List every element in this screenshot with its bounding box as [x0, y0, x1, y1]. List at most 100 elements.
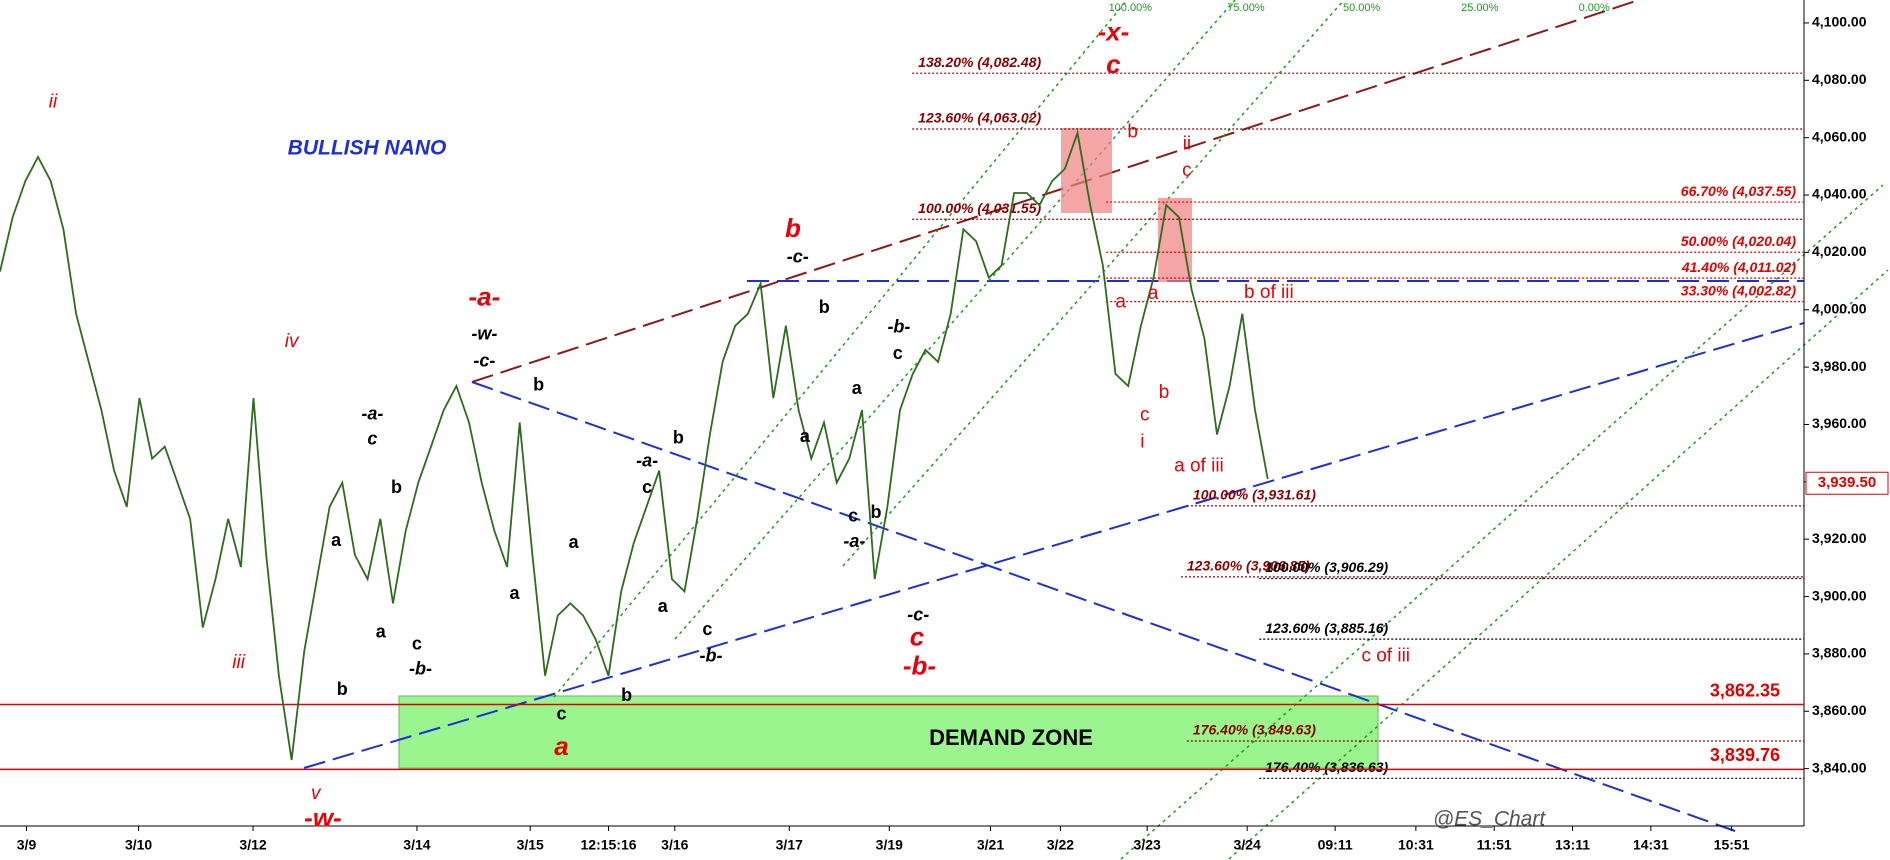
wave-label: a	[376, 621, 387, 641]
reversal-box	[1158, 198, 1192, 282]
wave-label: iii	[232, 652, 245, 673]
x-tick-label: 12:15:16	[581, 837, 637, 853]
wave-label: -c-	[473, 350, 495, 370]
wave-label: b	[533, 374, 544, 394]
x-tick-label: 3/22	[1047, 837, 1074, 853]
x-tick-label: 3/24	[1234, 837, 1261, 853]
x-tick-label: 10:31	[1398, 837, 1434, 853]
channel-label: 0.00%	[1579, 2, 1610, 14]
y-tick-label: 4,080.00	[1812, 71, 1867, 87]
x-tick-label: 13:11	[1555, 837, 1590, 853]
wave-label: c of iii	[1361, 646, 1410, 667]
x-tick-label: 3/19	[876, 837, 903, 853]
wave-label: a	[569, 532, 580, 552]
wave-label: a	[800, 426, 811, 446]
wave-label: c	[412, 633, 422, 653]
wave-label: -a-	[361, 403, 383, 423]
y-tick-label: 3,920.00	[1812, 530, 1867, 546]
level-label: 138.20% (4,082.48)	[918, 54, 1041, 70]
x-tick-label: 3/16	[661, 837, 688, 853]
wave-label: -a-	[843, 531, 865, 551]
level-label: 123.60% (3,906.85)	[1187, 558, 1310, 574]
channel-lines	[553, 0, 1889, 860]
wave-label: -c-	[907, 605, 929, 625]
y-tick-label: 4,060.00	[1812, 128, 1867, 144]
wave-label: c	[910, 622, 925, 652]
y-tick-label: 3,840.00	[1812, 759, 1867, 775]
y-tick-label: 4,000.00	[1812, 300, 1867, 316]
wave-label: a	[658, 596, 669, 616]
level-label: 50.00% (4,020.04)	[1681, 233, 1797, 249]
price-marker	[1805, 471, 1889, 495]
wave-label: -b-	[699, 645, 722, 665]
level-label: 123.60% (3,885.16)	[1265, 620, 1388, 636]
reversal-box	[1061, 128, 1112, 213]
level-label: 100.00% (3,931.61)	[1193, 487, 1316, 503]
wave-label: a of iii	[1174, 455, 1224, 476]
channel-line	[1228, 269, 1889, 860]
wave-label: c	[848, 506, 858, 526]
price-marker-label: 3,939.50	[1818, 474, 1876, 491]
wave-label: a	[852, 378, 863, 398]
wave-label: ii	[49, 91, 58, 112]
wave-label: v	[311, 783, 322, 804]
wave-label: a	[554, 731, 568, 761]
wave-label: iv	[285, 331, 300, 352]
channel-label: 100.00%	[1109, 2, 1153, 14]
y-tick-label: 3,880.00	[1812, 645, 1867, 661]
wave-label: c	[367, 429, 377, 449]
wave-label: a	[1115, 291, 1126, 312]
wave-label: b	[785, 213, 801, 243]
y-tick-label: 4,100.00	[1812, 14, 1867, 30]
level-label: 66.70% (4,037.55)	[1681, 183, 1797, 199]
x-tick-label: 3/9	[17, 837, 37, 853]
wave-label: -a-	[636, 450, 658, 470]
x-tick-label: 3/14	[403, 837, 430, 853]
wave-label: -w-	[304, 802, 342, 832]
wave-label: b of iii	[1244, 282, 1294, 303]
level-label: 176.40% (3,836.63)	[1265, 759, 1388, 775]
level-label: 100.00% (3,906.29)	[1265, 559, 1388, 575]
trend-lines	[303, 0, 1805, 832]
support-label: 3,862.35	[1710, 680, 1780, 700]
wave-label: b	[621, 685, 632, 705]
x-tick-label: 09:11	[1318, 837, 1353, 853]
level-label: 41.40% (4,011.02)	[1681, 259, 1796, 275]
wave-label: b	[819, 297, 830, 317]
wave-label: b	[673, 427, 684, 447]
trend-label: BULLISH NANO	[288, 137, 447, 160]
x-tick-label: 11:51	[1477, 837, 1512, 853]
wave-label: -x-	[1098, 17, 1130, 47]
x-tick-label: 14:31	[1633, 837, 1669, 853]
wave-label: -b-	[887, 317, 910, 337]
wave-label: -c-	[787, 247, 809, 267]
wave-label: c	[1106, 49, 1121, 79]
resistance-line	[471, 0, 1640, 383]
level-label: 176.40% (3,849.63)	[1193, 722, 1316, 738]
channel-label: 25.00%	[1461, 2, 1499, 14]
channel-label: 50.00%	[1343, 2, 1381, 14]
wave-label: a	[510, 583, 521, 603]
wave-label: i	[1140, 431, 1144, 452]
x-tick-label: 15:51	[1714, 837, 1750, 853]
support-label: 3,839.76	[1710, 745, 1780, 765]
wave-label: b	[337, 679, 348, 699]
channel-line	[553, 0, 1128, 698]
y-tick-label: 3,960.00	[1812, 415, 1867, 431]
wave-label: -w-	[471, 324, 497, 344]
x-tick-label: 3/12	[239, 837, 266, 853]
wave-label: c	[1140, 405, 1150, 426]
watermark: @ES_Chart	[1433, 808, 1547, 831]
y-tick-label: 3,980.00	[1812, 358, 1867, 374]
wave-label: a	[331, 530, 342, 550]
zone-label: DEMAND ZONE	[929, 725, 1093, 750]
level-label: 123.60% (4,063.02)	[918, 110, 1041, 126]
level-label: 100.00% (4,031.55)	[918, 200, 1041, 216]
y-tick-label: 4,020.00	[1812, 243, 1867, 259]
wave-label: c	[557, 703, 567, 723]
wave-label: b	[391, 477, 402, 497]
ascending-line	[303, 322, 1805, 769]
price-line	[0, 129, 1269, 761]
x-tick-label: 3/10	[125, 837, 152, 853]
